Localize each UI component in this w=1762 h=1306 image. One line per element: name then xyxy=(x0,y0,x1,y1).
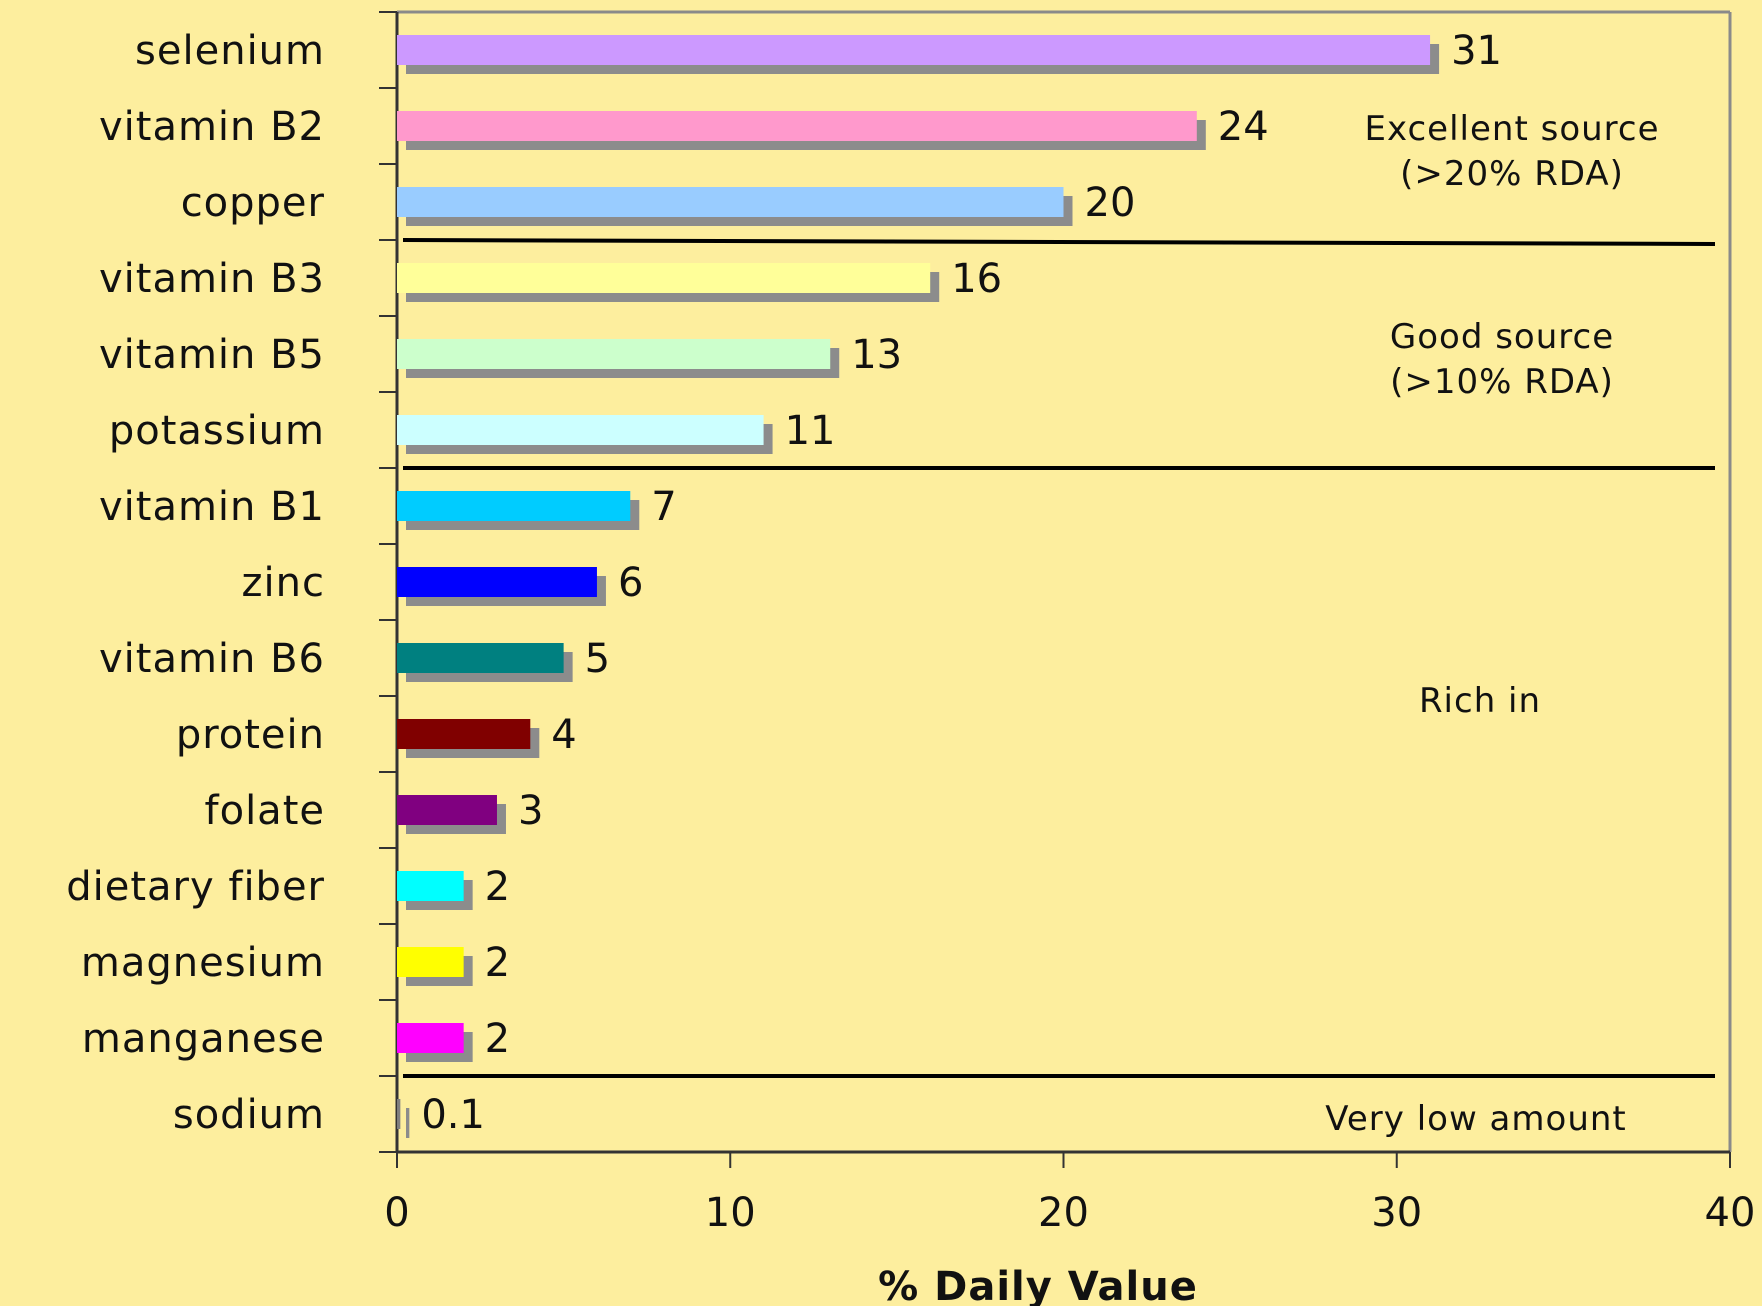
category-label: vitamin B6 xyxy=(99,636,325,682)
data-label: 24 xyxy=(1218,104,1269,150)
category-label: vitamin B3 xyxy=(99,256,325,302)
bar xyxy=(397,339,831,369)
x-axis: 0 10 20 30 40 xyxy=(384,1150,1756,1236)
bars-group xyxy=(397,35,1440,1138)
bar xyxy=(397,35,1431,65)
bar xyxy=(397,643,564,673)
category-label: vitamin B5 xyxy=(99,332,325,378)
category-label: sodium xyxy=(173,1092,325,1138)
category-label: zinc xyxy=(242,560,325,606)
x-axis-title: % Daily Value xyxy=(878,1264,1198,1306)
category-label: selenium xyxy=(135,28,325,74)
data-label: 2 xyxy=(485,864,510,910)
data-label: 6 xyxy=(618,560,643,606)
bar xyxy=(397,415,764,445)
bar xyxy=(397,795,497,825)
zone-label-line: Very low amount xyxy=(1325,1099,1627,1139)
bar xyxy=(397,111,1197,141)
x-tick-label: 0 xyxy=(384,1190,409,1236)
zone-label: Good source (>10% RDA) xyxy=(1390,317,1614,402)
zone-label-line: (>10% RDA) xyxy=(1390,362,1614,402)
data-label: 20 xyxy=(1085,180,1136,226)
zone-label-line: Good source xyxy=(1390,317,1614,357)
x-tick-label: 40 xyxy=(1705,1190,1756,1236)
bar xyxy=(397,947,464,977)
category-label: folate xyxy=(205,788,325,834)
category-labels-group: selenium vitamin B2 copper vitamin B3 vitami… xyxy=(66,28,325,1138)
data-label: 2 xyxy=(485,1016,510,1062)
zone-label: Very low amount xyxy=(1325,1099,1627,1139)
data-label: 2 xyxy=(485,940,510,986)
bar xyxy=(397,1099,401,1129)
zone-labels-group: Excellent source (>20% RDA) Good source (>1… xyxy=(1325,109,1659,1139)
zone-separator xyxy=(402,238,1716,246)
category-label: vitamin B2 xyxy=(99,104,325,150)
data-label: 11 xyxy=(785,408,836,454)
x-tick-label: 10 xyxy=(705,1190,756,1236)
bar xyxy=(397,1023,464,1053)
data-label: 7 xyxy=(651,484,676,530)
bar xyxy=(397,719,531,749)
bar-shadow xyxy=(406,1108,410,1138)
zone-label-line: Excellent source xyxy=(1364,109,1659,149)
data-label: 31 xyxy=(1451,28,1502,74)
data-label: 13 xyxy=(851,332,902,378)
zone-label-line: Rich in xyxy=(1419,681,1541,721)
bar xyxy=(397,567,597,597)
data-label: 3 xyxy=(518,788,543,834)
x-tick-label: 20 xyxy=(1038,1190,1089,1236)
bar xyxy=(397,491,631,521)
x-tick-label: 30 xyxy=(1371,1190,1422,1236)
zone-label: Excellent source (>20% RDA) xyxy=(1364,109,1659,194)
zone-separators xyxy=(402,238,1716,1078)
data-label: 5 xyxy=(585,636,610,682)
category-label: vitamin B1 xyxy=(99,484,325,530)
category-label: manganese xyxy=(82,1016,325,1062)
category-label: magnesium xyxy=(81,940,325,986)
category-label: copper xyxy=(181,180,325,226)
category-label: dietary fiber xyxy=(66,864,325,910)
category-label: protein xyxy=(176,712,325,758)
category-label: potassium xyxy=(109,408,325,454)
bar xyxy=(397,263,931,293)
zone-label: Rich in xyxy=(1419,681,1541,721)
data-label: 16 xyxy=(951,256,1002,302)
data-label: 0.1 xyxy=(421,1092,485,1138)
data-label: 4 xyxy=(551,712,576,758)
bar xyxy=(397,187,1064,217)
zone-label-line: (>20% RDA) xyxy=(1400,154,1624,194)
bar xyxy=(397,871,464,901)
